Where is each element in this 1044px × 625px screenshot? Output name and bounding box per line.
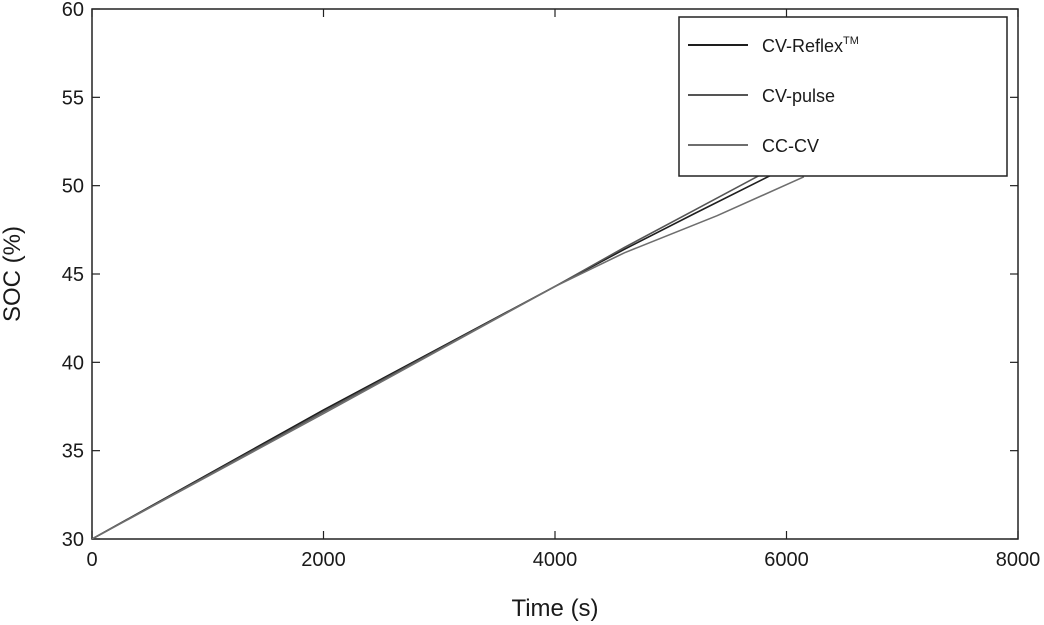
y-tick-label: 50 [62,176,84,198]
y-tick-label: 30 [62,529,84,551]
series-line-cv-pulse [92,172,764,539]
legend: CV-ReflexTM CV-pulse CC-CV [678,16,1008,177]
y-tick-label: 40 [62,352,84,374]
y-tick-label: 35 [62,441,84,463]
axis-ticks: 0 2000 4000 6000 8000 30 35 40 45 50 55 60 [62,0,1041,571]
series-line-cc-cv [92,176,805,539]
x-tick-label: 2000 [301,549,346,571]
legend-label-cv-reflex: CV-ReflexTM [762,35,859,56]
y-tick-label: 45 [62,264,84,286]
x-tick-label: 0 [86,549,97,571]
legend-label-cc-cv: CC-CV [762,136,819,156]
y-axis-title: SOC (%) [0,226,26,322]
x-tick-label: 4000 [533,549,578,571]
legend-box [678,16,1008,177]
x-axis-title: Time (s) [511,595,598,622]
x-tick-label: 6000 [764,549,809,571]
legend-label-cv-pulse: CV-pulse [762,86,835,106]
y-tick-label: 60 [62,0,84,21]
y-tick-label: 55 [62,87,84,109]
x-tick-label: 8000 [996,549,1041,571]
series-lines [92,172,805,539]
